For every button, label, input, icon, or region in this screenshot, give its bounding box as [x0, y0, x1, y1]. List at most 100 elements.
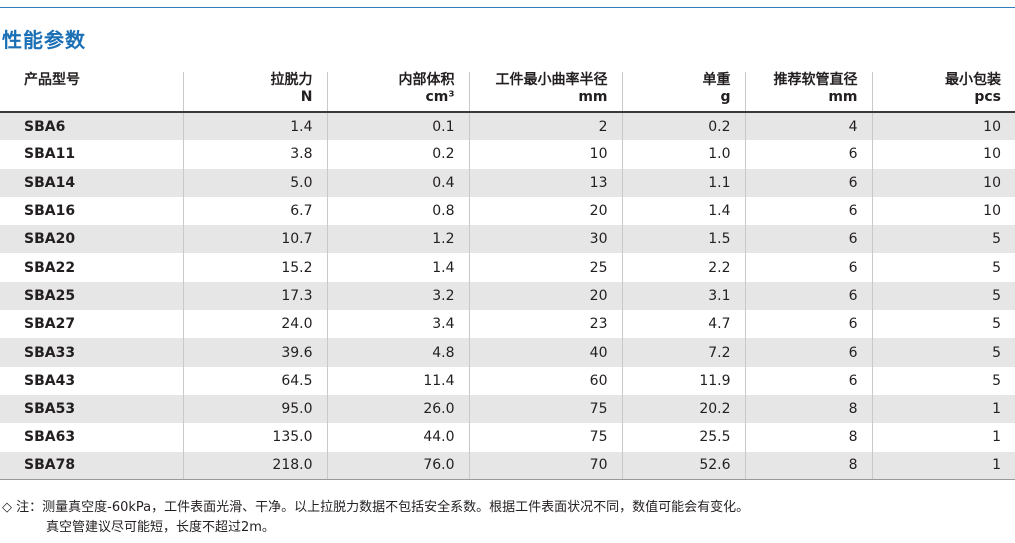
- cell-model: SBA78: [0, 451, 183, 481]
- cell-pull-force: 64.5: [182, 366, 327, 395]
- cell-internal-volume: 44.0: [326, 423, 469, 452]
- cell-min-curvature-radius: 30: [468, 225, 622, 254]
- table-row: SBA22 15.2 1.4 25 2.2 6 5: [0, 253, 1015, 282]
- top-rule: [0, 7, 1015, 8]
- cell-internal-volume: 0.1: [326, 112, 469, 141]
- cell-hose-diameter: 6: [744, 253, 872, 282]
- cell-model: SBA53: [0, 394, 183, 424]
- header-hose-diameter: 推荐软管直径 mm: [744, 72, 872, 113]
- cell-model: SBA22: [24, 259, 76, 276]
- footnote-line-1: ◇ 注：测量真空度-60kPa，工件表面光滑、干净。以上拉脱力数据不包括安全系数…: [2, 500, 750, 515]
- table-row: SBA16 6.7 0.8 20 1.4 6 10: [0, 196, 1015, 226]
- footnote: ◇ 注：测量真空度-60kPa，工件表面光滑、干净。以上拉脱力数据不包括安全系数…: [2, 498, 749, 538]
- cell-min-package: 10: [871, 112, 1015, 141]
- header-label: 单重: [702, 72, 731, 88]
- cell-min-package: 10: [871, 140, 1015, 169]
- cell-min-package: 5: [871, 253, 1015, 282]
- header-min-curvature-radius: 工件最小曲率半径 mm: [468, 72, 622, 113]
- header-unit: mm: [828, 89, 858, 105]
- cell-weight: 1.0: [621, 140, 745, 169]
- cell-min-curvature-radius: 70: [468, 451, 622, 481]
- cell-min-package: 5: [871, 310, 1015, 339]
- table-row: SBA63 135.0 44.0 75 25.5 8 1: [0, 423, 1015, 452]
- table-row: SBA78 218.0 76.0 70 52.6 8 1: [0, 451, 1015, 481]
- cell-min-package: 1: [871, 423, 1015, 452]
- table-row: SBA43 64.5 11.4 60 11.9 6 5: [0, 366, 1015, 395]
- cell-weight: 4.7: [621, 310, 745, 339]
- cell-hose-diameter: 6: [744, 338, 872, 367]
- cell-hose-diameter: 6: [744, 140, 872, 169]
- header-label: 最小包装: [945, 72, 1001, 88]
- cell-hose-diameter: 6: [744, 225, 872, 254]
- header-label: 产品型号: [24, 72, 80, 88]
- cell-pull-force: 15.2: [182, 253, 327, 282]
- cell-internal-volume: 76.0: [326, 451, 469, 481]
- cell-min-package: 1: [871, 394, 1015, 424]
- cell-min-package: 10: [871, 168, 1015, 197]
- cell-pull-force: 17.3: [182, 281, 327, 311]
- cell-min-curvature-radius: 60: [468, 366, 622, 395]
- cell-pull-force: 5.0: [182, 168, 327, 197]
- table-row: SBA33 39.6 4.8 40 7.2 6 5: [0, 338, 1015, 367]
- cell-weight: 0.2: [621, 112, 745, 141]
- cell-weight: 1.4: [621, 196, 745, 226]
- cell-hose-diameter: 8: [744, 423, 872, 452]
- table-row: SBA14 5.0 0.4 13 1.1 6 10: [0, 168, 1015, 197]
- cell-pull-force: 3.8: [182, 140, 327, 169]
- header-unit: N: [300, 89, 313, 105]
- cell-min-curvature-radius: 2: [468, 112, 622, 141]
- cell-model: SBA6: [0, 112, 183, 141]
- table-row: SBA11 3.8 0.2 10 1.0 6 10: [0, 140, 1015, 169]
- cell-pull-force: 218.0: [182, 451, 327, 481]
- cell-hose-diameter: 6: [744, 168, 872, 197]
- cell-min-package: 10: [871, 196, 1015, 226]
- cell-model: SBA33: [0, 338, 183, 367]
- cell-internal-volume: 4.8: [326, 338, 469, 367]
- cell-pull-force: 1.4: [182, 112, 327, 141]
- cell-min-package: 5: [871, 338, 1015, 367]
- cell-min-curvature-radius: 25: [468, 253, 622, 282]
- cell-internal-volume: 11.4: [326, 366, 469, 395]
- cell-min-package: 5: [871, 281, 1015, 311]
- cell-min-curvature-radius: 75: [468, 394, 622, 424]
- header-unit: g: [720, 89, 731, 105]
- cell-internal-volume: 0.2: [326, 140, 469, 169]
- cell-pull-force: 10.7: [182, 225, 327, 254]
- cell-weight: 25.5: [621, 423, 745, 452]
- cell-pull-force: 24.0: [182, 310, 327, 339]
- section-title: 性能参数: [2, 28, 86, 52]
- cell-min-package: 5: [871, 225, 1015, 254]
- cell-hose-diameter: 4: [744, 112, 872, 141]
- cell-hose-diameter: 6: [744, 196, 872, 226]
- header-label: 内部体积: [398, 72, 455, 88]
- cell-internal-volume: 26.0: [326, 394, 469, 424]
- cell-hose-diameter: 6: [744, 310, 872, 339]
- cell-weight: 52.6: [621, 451, 745, 481]
- cell-hose-diameter: 6: [744, 281, 872, 311]
- cell-min-package: 5: [871, 366, 1015, 395]
- header-min-package: 最小包装 pcs: [871, 72, 1015, 113]
- cell-internal-volume: 1.2: [326, 225, 469, 254]
- cell-min-curvature-radius: 13: [468, 168, 622, 197]
- header-label: 拉脱力: [270, 72, 313, 88]
- header-weight: 单重 g: [621, 72, 745, 113]
- cell-model: SBA43: [24, 372, 76, 389]
- cell-pull-force: 6.7: [182, 196, 327, 226]
- cell-min-curvature-radius: 40: [468, 338, 622, 367]
- header-pull-force: 拉脱力 N: [182, 72, 327, 113]
- cell-weight: 3.1: [621, 281, 745, 311]
- cell-internal-volume: 3.2: [326, 281, 469, 311]
- table-header-row: 产品型号 拉脱力 N 内部体积 cm³ 工件最小曲率半径 mm 单重 g 推荐软…: [0, 72, 1015, 113]
- performance-table: 产品型号 拉脱力 N 内部体积 cm³ 工件最小曲率半径 mm 单重 g 推荐软…: [0, 72, 1015, 481]
- cell-model: SBA16: [24, 203, 76, 220]
- cell-model: SBA27: [24, 316, 76, 333]
- cell-pull-force: 135.0: [182, 423, 327, 452]
- cell-hose-diameter: 8: [744, 451, 872, 481]
- cell-hose-diameter: 6: [744, 366, 872, 395]
- header-internal-volume: 内部体积 cm³: [326, 72, 469, 113]
- header-unit: mm: [578, 89, 608, 105]
- table-row: SBA53 95.0 26.0 75 20.2 8 1: [0, 394, 1015, 424]
- cell-pull-force: 95.0: [182, 394, 327, 424]
- cell-weight: 7.2: [621, 338, 745, 367]
- cell-internal-volume: 3.4: [326, 310, 469, 339]
